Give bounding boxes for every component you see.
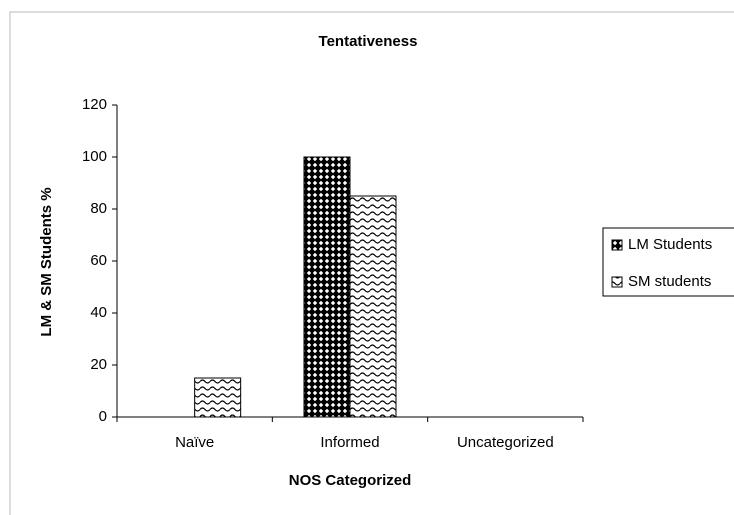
legend-label: LM Students (628, 236, 712, 253)
chart-title: Tentativeness (319, 33, 418, 50)
x-tick-label: Informed (320, 434, 379, 451)
y-tick-label: 20 (90, 356, 107, 373)
y-tick-label: 80 (90, 200, 107, 217)
bar (349, 195, 397, 418)
legend-label: SM students (628, 273, 711, 290)
x-axis-label: NOS Categorized (289, 472, 412, 489)
bar (194, 377, 242, 418)
legend-box (602, 227, 734, 297)
x-tick-label: Uncategorized (457, 434, 554, 451)
legend-swatch (611, 239, 623, 251)
y-tick-label: 60 (90, 252, 107, 269)
y-axis-label: LM & SM Students % (38, 187, 55, 336)
chart-frame (9, 11, 734, 515)
y-tick-label: 0 (99, 408, 107, 425)
y-tick-label: 120 (82, 96, 107, 113)
x-tick-label: Naïve (175, 434, 214, 451)
bar (303, 156, 351, 418)
y-tick-label: 40 (90, 304, 107, 321)
legend-swatch (611, 276, 623, 288)
y-tick-label: 100 (82, 148, 107, 165)
